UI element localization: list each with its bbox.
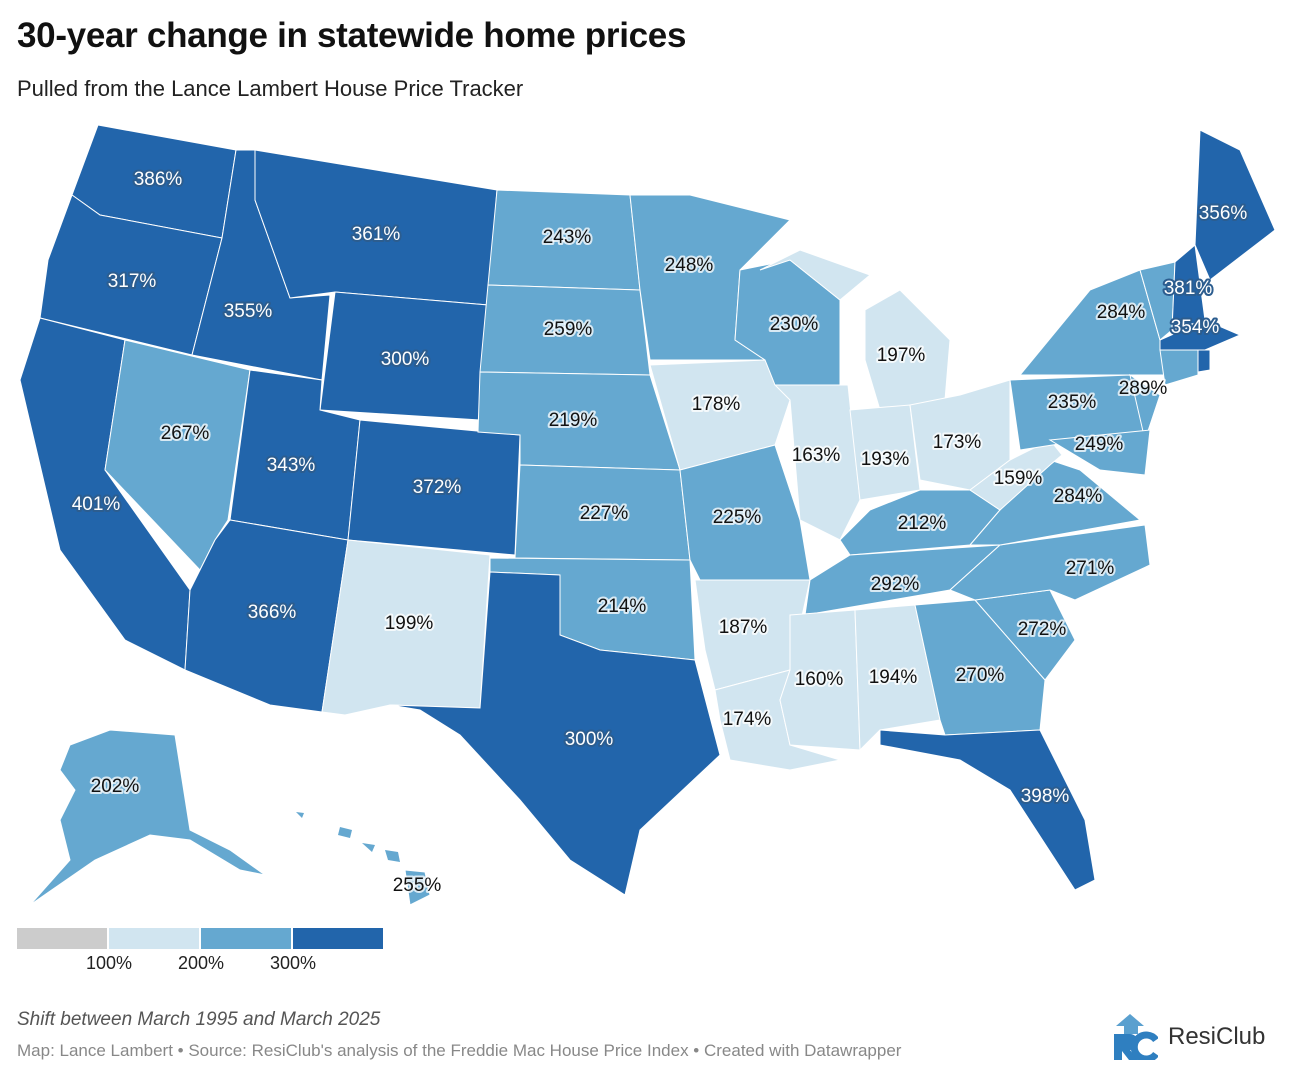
state-wv[interactable] bbox=[969, 439, 1063, 511]
state-label-wa: 386% bbox=[134, 169, 183, 190]
state-me[interactable] bbox=[1194, 129, 1276, 281]
state-label-nj: 289% bbox=[1119, 378, 1168, 399]
legend-swatch-100-200 bbox=[109, 928, 199, 949]
state-label-ky: 212% bbox=[898, 513, 947, 534]
state-label-nv: 267% bbox=[161, 423, 210, 444]
resiclub-logo-text: ResiClub bbox=[1168, 1023, 1266, 1050]
legend-swatch-below-100 bbox=[17, 928, 107, 949]
state-label-ak: 202% bbox=[91, 776, 140, 797]
state-label-sd: 259% bbox=[544, 319, 593, 340]
state-label-mt: 361% bbox=[352, 224, 401, 245]
state-hi-island[interactable] bbox=[296, 812, 304, 818]
color-legend bbox=[17, 928, 385, 949]
state-ia[interactable] bbox=[649, 359, 791, 471]
state-nc[interactable] bbox=[949, 524, 1151, 601]
state-label-co: 372% bbox=[413, 477, 462, 498]
state-md[interactable] bbox=[1048, 429, 1151, 476]
state-label-fl: 398% bbox=[1021, 786, 1070, 807]
state-ak[interactable] bbox=[29, 729, 266, 906]
state-label-wi: 230% bbox=[770, 314, 819, 335]
state-label-nc: 271% bbox=[1066, 558, 1115, 579]
state-label-ut: 343% bbox=[267, 455, 316, 476]
state-nj[interactable] bbox=[1129, 373, 1161, 442]
resiclub-logo: ResiClub bbox=[1112, 1014, 1265, 1060]
state-label-nh: 381% bbox=[1164, 278, 1213, 299]
state-label-pa: 235% bbox=[1048, 392, 1097, 413]
legend-tick-100: 100% bbox=[85, 953, 133, 973]
state-label-tn: 292% bbox=[871, 574, 920, 595]
state-label-mi: 197% bbox=[877, 345, 926, 366]
state-label-la: 174% bbox=[723, 709, 772, 730]
state-hi-island[interactable] bbox=[338, 827, 352, 838]
source-line: Map: Lance Lambert • Source: ResiClub's … bbox=[17, 1041, 902, 1060]
state-label-me: 356% bbox=[1199, 203, 1248, 224]
state-label-ks: 227% bbox=[580, 503, 629, 524]
legend-tick-200: 200% bbox=[177, 953, 225, 973]
state-ri[interactable] bbox=[1197, 349, 1211, 373]
state-fl[interactable] bbox=[879, 729, 1096, 891]
state-label-mn: 248% bbox=[665, 255, 714, 276]
state-label-ok: 214% bbox=[598, 596, 647, 617]
state-label-md: 249% bbox=[1075, 434, 1124, 455]
legend-swatch-300-plus bbox=[293, 928, 383, 949]
state-label-nd: 243% bbox=[543, 227, 592, 248]
state-label-ca: 401% bbox=[72, 494, 121, 515]
legend-tick-300: 300% bbox=[269, 953, 317, 973]
state-label-nm: 199% bbox=[385, 613, 434, 634]
state-label-oh: 173% bbox=[933, 432, 982, 453]
state-mi[interactable] bbox=[759, 249, 871, 301]
state-label-ma: 354% bbox=[1171, 317, 1220, 338]
state-ma[interactable] bbox=[1159, 319, 1242, 351]
state-label-sc: 272% bbox=[1018, 619, 1067, 640]
state-label-ms: 160% bbox=[795, 669, 844, 690]
state-label-ar: 187% bbox=[719, 617, 768, 638]
state-hi[interactable] bbox=[404, 869, 431, 906]
state-label-or: 317% bbox=[108, 271, 157, 292]
state-label-ga: 270% bbox=[956, 665, 1005, 686]
state-al[interactable] bbox=[854, 604, 941, 752]
state-label-il: 163% bbox=[792, 445, 841, 466]
state-label-wv: 159% bbox=[994, 468, 1043, 489]
state-tx[interactable] bbox=[389, 571, 721, 896]
state-label-ny: 284% bbox=[1097, 302, 1146, 323]
state-label-in: 193% bbox=[861, 449, 910, 470]
state-label-wy: 300% bbox=[381, 349, 430, 370]
state-label-az: 366% bbox=[248, 602, 297, 623]
chart-title: 30-year change in statewide home prices bbox=[17, 16, 687, 55]
resiclub-logo-icon bbox=[1114, 1014, 1158, 1060]
chart-subtitle: Pulled from the Lance Lambert House Pric… bbox=[17, 76, 524, 101]
state-label-va: 284% bbox=[1054, 486, 1103, 507]
state-ct[interactable] bbox=[1159, 349, 1199, 386]
state-hi-island[interactable] bbox=[385, 850, 400, 862]
state-label-hi: 255% bbox=[393, 875, 442, 896]
state-label-tx: 300% bbox=[565, 729, 614, 750]
state-hi-island[interactable] bbox=[362, 843, 375, 852]
state-label-ia: 178% bbox=[692, 394, 741, 415]
chart-note: Shift between March 1995 and March 2025 bbox=[17, 1009, 381, 1030]
state-label-id: 355% bbox=[224, 301, 273, 322]
state-label-al: 194% bbox=[869, 667, 918, 688]
legend-swatch-200-300 bbox=[201, 928, 291, 949]
state-label-mo: 225% bbox=[713, 507, 762, 528]
state-label-ne: 219% bbox=[549, 410, 598, 431]
